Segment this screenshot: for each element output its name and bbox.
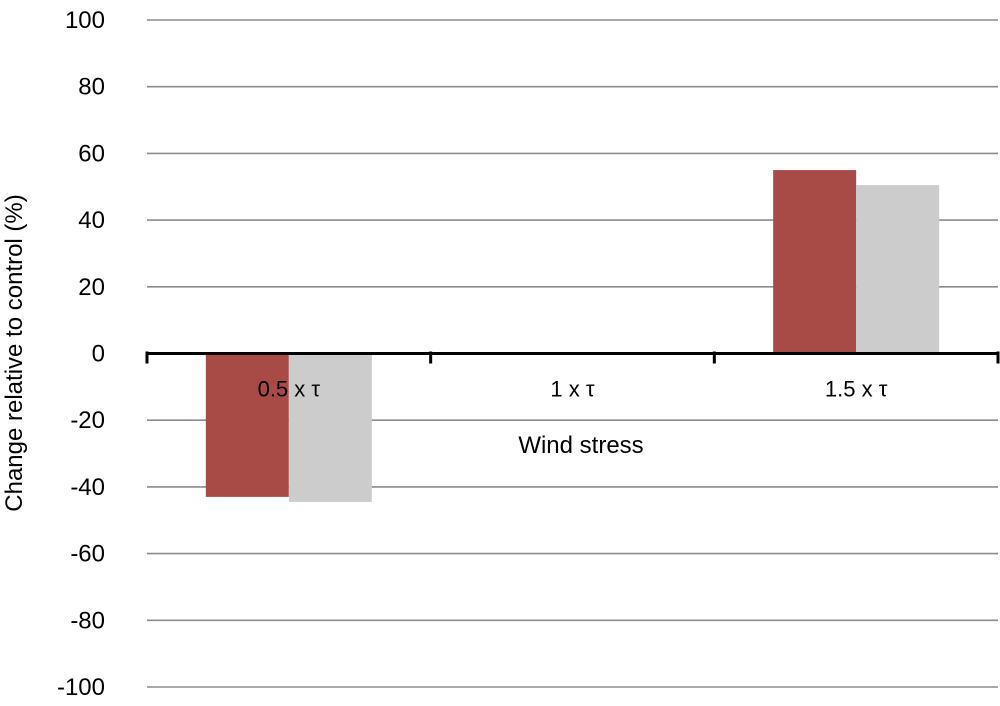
y-tick-label: -100 — [57, 674, 105, 701]
bars — [205, 170, 940, 502]
y-tick-label: 100 — [65, 7, 105, 34]
y-tick-labels: 100 80 60 40 20 0 -20 -40 -60 -80 -100 — [57, 7, 105, 701]
y-tick-label: 80 — [78, 74, 105, 101]
y-axis-title: Change relative to control (%) — [1, 194, 28, 511]
x-axis — [145, 351, 1000, 364]
bar — [856, 185, 940, 354]
y-tick-label: -60 — [70, 541, 105, 568]
y-tick-label: 20 — [78, 274, 105, 301]
y-tick-label: 60 — [78, 140, 105, 167]
bar — [288, 353, 372, 502]
y-tick-label: -20 — [70, 407, 105, 434]
y-tick-label: -40 — [70, 474, 105, 501]
bar — [205, 353, 289, 497]
bar — [773, 170, 857, 354]
y-tick-label: 0 — [92, 341, 105, 368]
x-tick-labels: 0.5 x τ 1 x τ 1.5 x τ — [258, 377, 888, 402]
x-axis-title: Wind stress — [518, 432, 643, 459]
y-tick-label: -80 — [70, 607, 105, 634]
x-tick-label: 1.5 x τ — [825, 377, 888, 402]
x-tick-label: 1 x τ — [550, 377, 594, 402]
x-tick-label: 0.5 x τ — [258, 377, 321, 402]
y-tick-label: 40 — [78, 207, 105, 234]
